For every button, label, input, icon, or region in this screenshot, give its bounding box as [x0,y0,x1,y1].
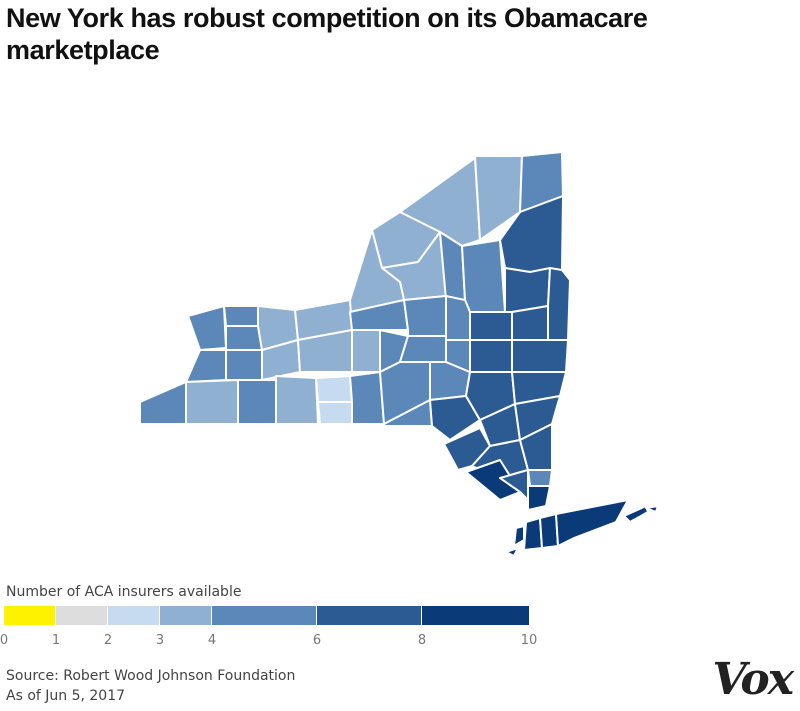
county-region [223,305,259,327]
county-region [349,371,385,425]
legend-segment [4,606,56,625]
legend-segment [56,606,108,625]
county-region [429,395,481,441]
legend-title: Number of ACA insurers available [6,584,242,600]
legend-color-bar [4,606,529,625]
source-text: Source: Robert Wood Johnson Foundation [6,668,296,684]
source-note: Source: Robert Wood Johnson Foundation A… [6,666,295,706]
county-region [513,525,525,547]
county-region [139,381,187,425]
county-region [403,295,447,337]
county-region [555,499,629,547]
county-region [469,339,513,373]
legend-segment [212,606,317,625]
county-region [187,305,227,351]
legend-tick-label: 6 [312,633,322,648]
county-region [547,267,571,341]
legend-segment [422,606,529,625]
county-region [523,517,543,551]
county-region [237,379,277,425]
county-region [351,329,381,373]
county-region [317,401,353,425]
county-region [349,299,409,331]
county-region [185,349,227,383]
county-region [505,547,519,557]
legend-tick-label: 10 [520,633,538,648]
county-region [527,485,551,511]
chart-title: New York has robust competition on its O… [6,3,648,65]
county-region [539,513,559,549]
county-region [445,295,471,341]
county-region [185,379,239,425]
vox-logo: Vox [712,654,794,705]
county-region [511,339,569,373]
county-region [399,335,447,363]
county-region [645,505,659,513]
legend-tick-label: 1 [51,633,61,648]
county-region [225,325,263,351]
legend-tick-label: 0 [0,633,9,648]
county-region [315,375,353,403]
county-region [275,375,319,425]
county-region [527,469,553,487]
county-region [225,349,263,381]
legend-tick-label: 8 [417,633,427,648]
legend-tick-label: 3 [155,633,165,648]
county-region [461,239,506,313]
legend-segment [160,606,212,625]
legend-segment [317,606,422,625]
legend-segment [108,606,160,625]
county-region [511,305,549,341]
county-region [623,505,649,523]
date-text: As of Jun 5, 2017 [6,688,126,704]
legend-tick-label: 4 [207,633,217,648]
county-region [469,311,513,341]
legend-tick-label: 2 [103,633,113,648]
county-region [504,267,551,313]
